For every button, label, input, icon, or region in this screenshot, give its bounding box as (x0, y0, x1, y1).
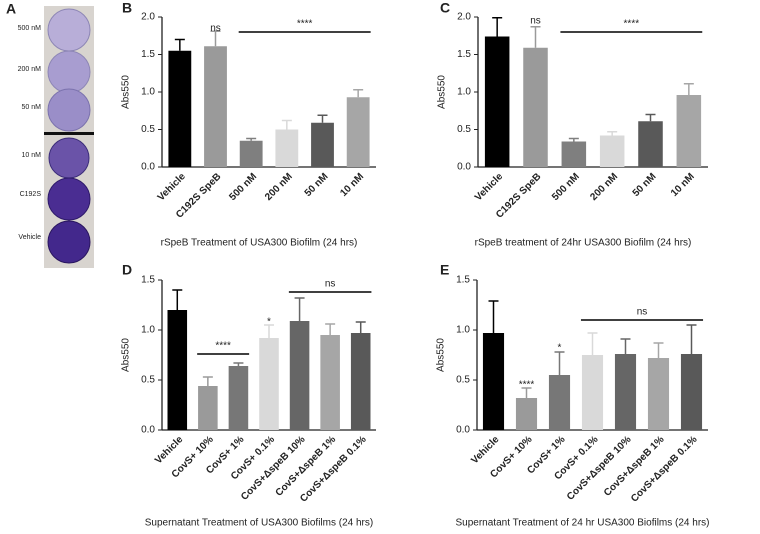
well (47, 220, 91, 264)
panel-label: B (122, 0, 132, 16)
y-tick-label: 2.0 (457, 12, 471, 23)
well-label: 200 nM (18, 66, 42, 73)
bar (680, 354, 703, 430)
y-tick-label: 1.5 (457, 49, 471, 60)
x-tick-label: Vehicle (469, 434, 501, 466)
panel-a: A 500 nM 200 nM 50 nM 10 nM C192S Vehicl… (6, 1, 94, 268)
well-label: Vehicle (18, 234, 41, 241)
x-tick-label: 200 nM (263, 171, 295, 203)
well (47, 88, 91, 132)
panel-label: A (6, 1, 16, 17)
y-tick-label: 1.0 (141, 87, 155, 98)
chart-panel: E Abs550 Supernatant Treatment of 24 hr US… (436, 262, 710, 529)
well (47, 177, 91, 221)
significance-label: ns (637, 307, 648, 318)
bar (599, 135, 625, 167)
well (47, 50, 91, 94)
y-tick-label: 0.0 (141, 162, 155, 173)
y-axis-label: Abs550 (436, 338, 447, 372)
y-tick-label: 0.5 (141, 375, 155, 386)
bar (581, 355, 604, 430)
significance-label: **** (215, 341, 231, 352)
chart-title: rSpeB treatment of 24hr USA300 Biofilm (… (475, 238, 692, 249)
x-tick-label: 50 nM (303, 171, 331, 199)
x-tick-label: Vehicle (473, 171, 505, 203)
y-tick-label: 0.0 (457, 162, 471, 173)
bar (350, 333, 371, 430)
panel-label: D (122, 262, 132, 278)
x-tick-label: 500 nM (227, 171, 259, 203)
x-tick-label: Vehicle (156, 171, 188, 203)
bar (198, 386, 218, 430)
x-tick-label: CovS+ΔspeB 0.1% (629, 434, 700, 505)
bar (638, 121, 663, 167)
bar (275, 129, 299, 167)
significance-label: ns (210, 23, 221, 34)
bar (204, 46, 227, 167)
bar (515, 398, 538, 430)
bar (647, 358, 670, 430)
chart-panel: C Abs550 rSpeB treatment of 24hr USA300 Bi… (437, 0, 708, 249)
bar (614, 354, 637, 430)
chart-panel: B Abs550 rSpeB Treatment of USA300 Biofilm… (121, 0, 376, 249)
significance-label: **** (297, 19, 313, 30)
x-tick-label: CovS+ΔspeB 1% (602, 434, 667, 499)
chart-title: Supernatant Treatment of USA300 Biofilms… (145, 518, 373, 529)
x-tick-label: 200 nM (588, 171, 620, 203)
bar (228, 366, 249, 430)
y-tick-label: 0.5 (141, 124, 155, 135)
significance-label: * (267, 317, 271, 328)
panel-label: C (440, 0, 450, 16)
significance-label: **** (624, 19, 640, 30)
y-tick-label: 0.5 (457, 124, 471, 135)
chart-panel: D Abs550 Supernatant Treatment of USA300 B… (121, 262, 376, 529)
x-tick-label: 10 nM (338, 171, 366, 199)
x-tick-label: 10 nM (669, 171, 697, 199)
significance-label: * (558, 343, 562, 354)
bar (523, 47, 548, 167)
y-axis-label: Abs550 (121, 338, 132, 372)
well (48, 137, 90, 179)
bar (561, 141, 587, 167)
y-tick-label: 1.0 (457, 87, 471, 98)
bar (484, 36, 510, 167)
y-tick-label: 1.0 (456, 325, 470, 336)
y-axis-label: Abs550 (437, 75, 448, 109)
y-tick-label: 1.5 (141, 49, 155, 60)
significance-label: ns (530, 15, 541, 26)
bar (167, 310, 188, 430)
y-tick-label: 1.5 (456, 275, 470, 286)
bar (311, 122, 334, 167)
significance-label: **** (519, 380, 535, 391)
well-label: 10 nM (22, 152, 42, 159)
x-tick-label: 50 nM (631, 171, 659, 199)
y-axis-label: Abs550 (121, 75, 132, 109)
y-tick-label: 0.0 (456, 425, 470, 436)
significance-label: ns (325, 279, 336, 290)
divider (44, 132, 94, 135)
bar (239, 140, 263, 167)
bar (289, 321, 310, 430)
well-label: 50 nM (22, 104, 42, 111)
y-tick-label: 0.0 (141, 425, 155, 436)
y-tick-label: 2.0 (141, 12, 155, 23)
bar (346, 97, 370, 167)
bar (482, 333, 505, 430)
bar (320, 335, 340, 430)
panel-label: E (440, 262, 449, 278)
well-label: C192S (20, 191, 42, 198)
chart-title: rSpeB Treatment of USA300 Biofilm (24 hr… (161, 238, 358, 249)
y-tick-label: 1.5 (141, 275, 155, 286)
x-tick-label: 500 nM (550, 171, 582, 203)
bar (168, 50, 192, 167)
y-tick-label: 0.5 (456, 375, 470, 386)
well-label: 500 nM (18, 25, 42, 32)
y-tick-label: 1.0 (141, 325, 155, 336)
chart-title: Supernatant Treatment of 24 hr USA300 Bi… (455, 518, 709, 529)
bar (259, 338, 279, 430)
bar (676, 95, 702, 167)
well (47, 8, 91, 52)
bar (548, 375, 571, 430)
